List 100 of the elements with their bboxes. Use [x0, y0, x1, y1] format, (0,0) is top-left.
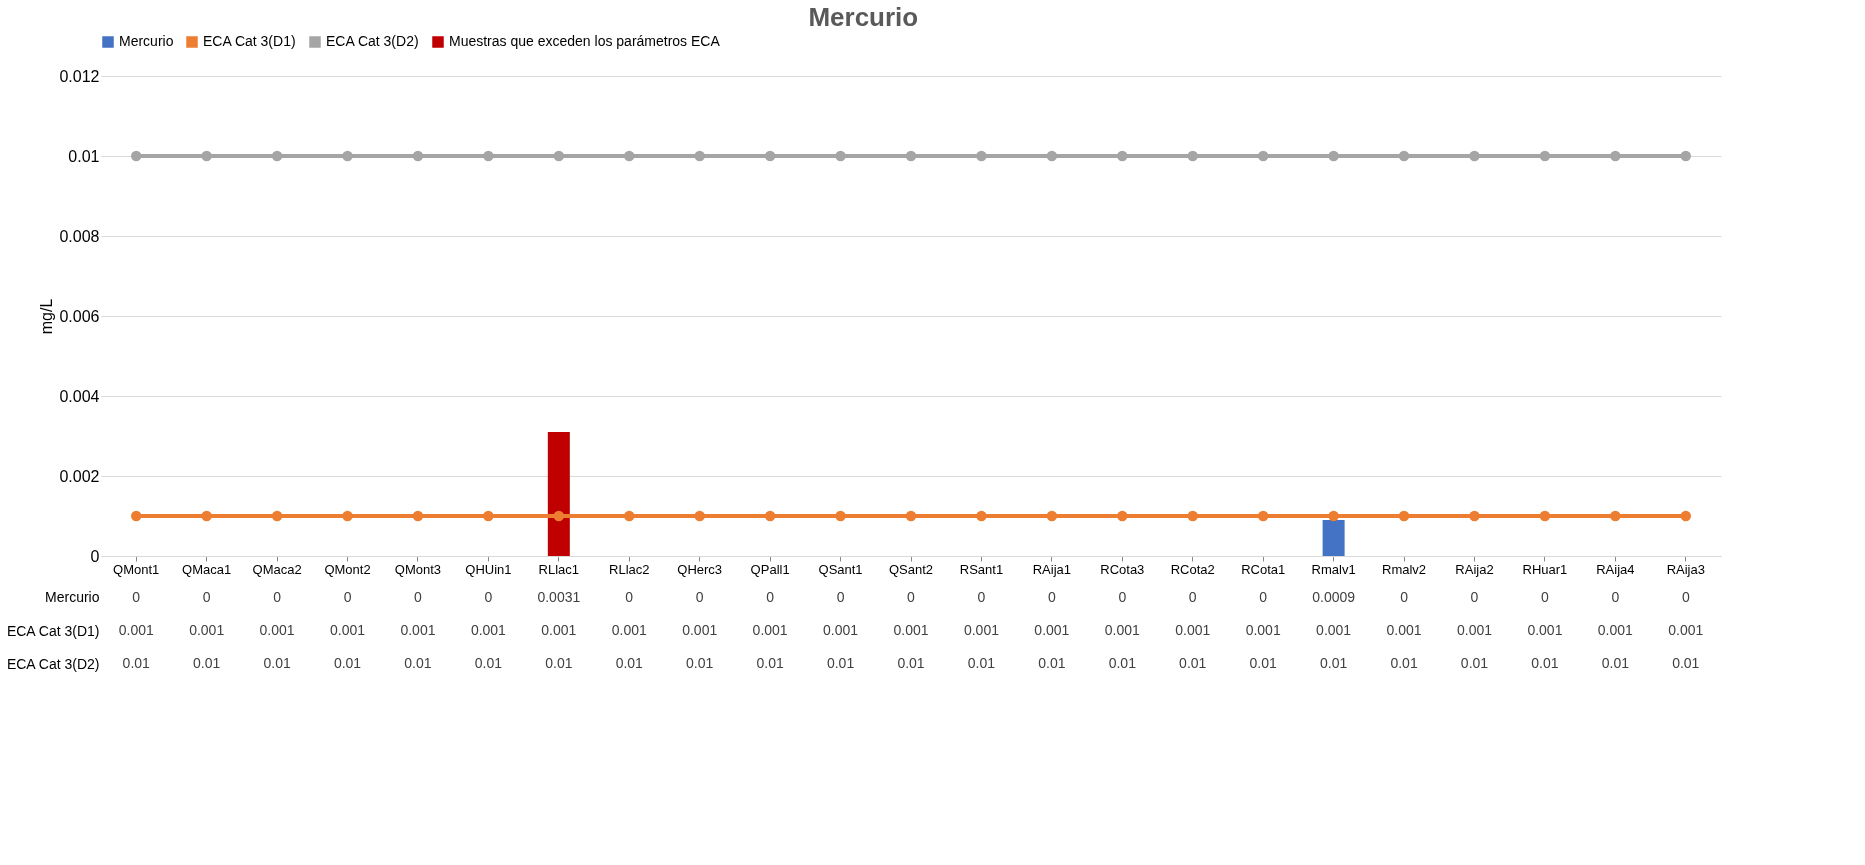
text: ECA Cat 3(D1): [6, 622, 100, 639]
data-label: 0.001: [1104, 622, 1141, 638]
y-tick-label: 0.006: [59, 307, 100, 325]
x-tick-label: RAija1: [1032, 561, 1072, 577]
data-label: 0: [1118, 588, 1127, 605]
data-label: 0.01: [122, 655, 151, 672]
data-label: 0.01: [1460, 655, 1489, 672]
data-label: 0: [766, 588, 775, 605]
data-label: 0: [1259, 588, 1268, 605]
x-tick-label: RAija4: [1596, 561, 1635, 577]
y-tick-label: 0.002: [59, 467, 100, 485]
y-axis-title: mg/L: [38, 298, 56, 335]
x-tick-label: RCota1: [1241, 561, 1286, 577]
x-tick-label: Rmalv2: [1382, 561, 1427, 577]
data-label: 0.001: [893, 622, 929, 638]
data-label: 0.01: [1390, 655, 1418, 672]
data-label: 0.001: [1386, 622, 1422, 638]
data-label: 0: [907, 588, 916, 605]
data-label: 0: [132, 588, 141, 605]
data-label: 0.001: [752, 622, 788, 638]
x-tick-label: RCota2: [1170, 561, 1215, 577]
data-label: 0: [1047, 588, 1056, 605]
text: ECA Cat 3(D2): [6, 655, 100, 672]
x-tick-label: RLlac1: [538, 561, 580, 577]
legend-label: Mercurio: [119, 33, 174, 49]
data-label: 0: [625, 588, 634, 605]
chart-title: Mercurio: [808, 2, 919, 32]
text: 0.0031: [537, 588, 581, 605]
data-label: 0.001: [1175, 622, 1211, 638]
data-label: 0: [977, 588, 986, 605]
x-tick-label: QMont3: [394, 561, 442, 577]
x-tick-label: QHerc3: [677, 561, 723, 577]
data-label: 0.01: [404, 655, 432, 672]
data-label: 0: [1681, 588, 1690, 605]
data-label: 0: [836, 588, 845, 605]
data-label: 0.01: [263, 655, 291, 672]
data-label: 0.01: [1601, 655, 1630, 672]
y-tick-label: 0.012: [59, 67, 100, 85]
x-tick-label: QPall1: [750, 561, 790, 577]
x-tick-label: QMont2: [324, 561, 371, 577]
data-label: 0.01: [1249, 655, 1278, 672]
data-label: 0: [273, 588, 282, 605]
data-label: 0.01: [1179, 655, 1207, 672]
data-label: 0.01: [826, 655, 855, 672]
y-tick-label: 0.004: [59, 387, 100, 405]
x-tick-label: QSant2: [888, 561, 934, 577]
data-label: 0.001: [1597, 622, 1634, 638]
data-label: 0.001: [1034, 622, 1070, 638]
data-label: 0.01: [1672, 655, 1700, 672]
data-label: 0: [202, 588, 211, 605]
data-label: 0.001: [611, 622, 647, 638]
x-tick-label: RAija3: [1666, 561, 1705, 577]
legend-label: ECA Cat 3(D2): [326, 33, 419, 49]
data-label: 0.001: [682, 622, 718, 638]
data-label: 0.001: [400, 622, 436, 638]
data-label: 0: [695, 588, 704, 605]
data-label: 0.001: [1316, 622, 1352, 638]
data-label: 0.01: [1038, 655, 1066, 672]
data-label: 0.001: [1456, 622, 1493, 638]
data-label: 0.001: [470, 622, 507, 638]
data-label: 0.001: [259, 622, 295, 638]
data-label: 0: [414, 588, 423, 605]
data-label: 0.01: [1319, 655, 1348, 672]
data-label: 0.001: [541, 622, 577, 638]
legend-label: ECA Cat 3(D1): [203, 33, 296, 49]
x-tick-label: RCota3: [1100, 561, 1145, 577]
data-label: 0.01: [686, 655, 714, 672]
x-tick-label: Rmalv1: [1311, 561, 1356, 577]
data-label: 0.01: [193, 655, 221, 672]
data-label: 0: [1400, 588, 1409, 605]
data-label: 0.01: [333, 655, 362, 672]
data-label: 0.001: [963, 622, 1000, 638]
data-label: 0.01: [1108, 655, 1137, 672]
x-tick-label: QHUin1: [465, 561, 512, 577]
data-label: 0.001: [118, 622, 154, 638]
data-label: 0.001: [189, 622, 225, 638]
data-label: 0: [343, 588, 352, 605]
y-tick-label: 0: [90, 547, 100, 565]
data-label: 0: [1470, 588, 1479, 605]
data-label: 0.01: [967, 655, 996, 672]
x-tick-label: QMaca1: [182, 561, 232, 577]
y-tick-label: 0.008: [59, 227, 100, 245]
data-label: 0.01: [1531, 655, 1559, 672]
data-label: 0.001: [330, 622, 366, 638]
x-tick-label: QMaca2: [252, 561, 302, 577]
data-label: 0.001: [1245, 622, 1281, 638]
data-label: 0: [1541, 588, 1550, 605]
y-tick-label: 0.01: [68, 147, 100, 165]
data-label: 0.01: [756, 655, 784, 672]
data-label: 0.001: [823, 622, 859, 638]
data-label: 0.001: [1527, 622, 1563, 638]
x-tick-label: QSant1: [818, 561, 863, 577]
legend-label: Muestras que exceden los parámetros ECA: [449, 33, 721, 49]
data-label: 0: [484, 588, 493, 605]
x-tick-label: QMont1: [113, 561, 160, 577]
x-tick-label: RLlac2: [609, 561, 650, 577]
data-label: 0.01: [897, 655, 925, 672]
x-tick-label: RSant1: [959, 561, 1004, 577]
data-label: 0.01: [474, 655, 503, 672]
text: Mercurio: [45, 589, 100, 606]
